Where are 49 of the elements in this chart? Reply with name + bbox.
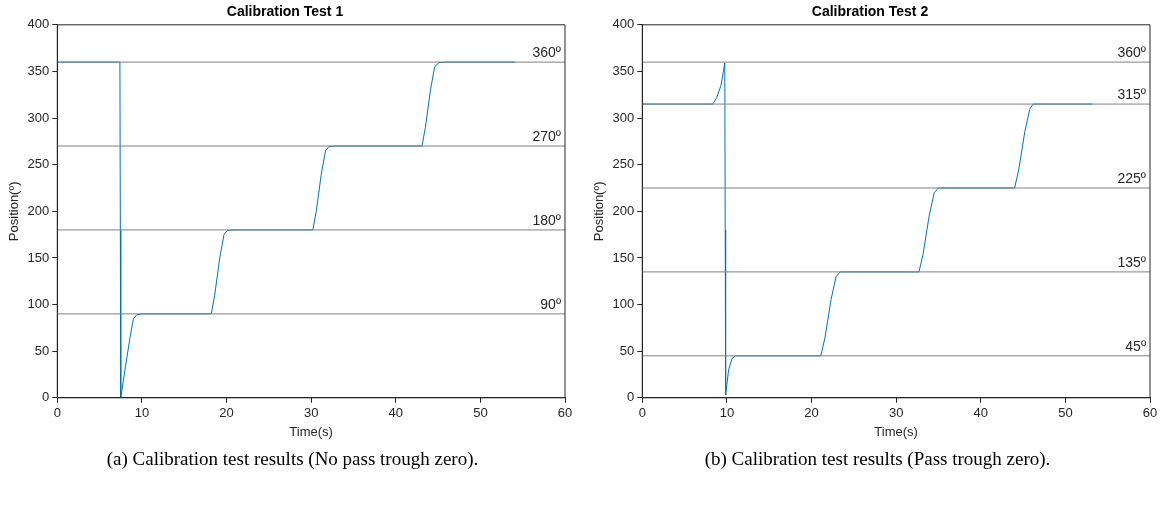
ref-line-label: 90º xyxy=(540,295,561,312)
chart-title: Calibration Test 2 xyxy=(811,3,929,20)
x-axis-title: Time(s) xyxy=(874,423,918,439)
y-tick-label: 200 xyxy=(612,202,635,218)
x-tick-label: 0 xyxy=(53,405,61,421)
y-tick-label: 0 xyxy=(42,389,50,405)
y-tick-label: 50 xyxy=(34,342,50,358)
y-tick-label: 100 xyxy=(27,296,50,312)
x-tick-label: 30 xyxy=(888,405,904,421)
x-tick-label: 20 xyxy=(219,405,234,421)
y-tick-label: 150 xyxy=(27,249,50,265)
y-axis-title: Position(º) xyxy=(591,181,607,242)
ref-line-label: 315º xyxy=(1117,85,1146,102)
text: (b) Calibration test results (Pass trough zero). xyxy=(703,448,1052,470)
y-tick-label: 250 xyxy=(612,156,635,172)
x-tick-label: 0 xyxy=(638,405,646,421)
y-tick-label: 250 xyxy=(27,156,50,172)
y-tick-label: 350 xyxy=(612,63,635,78)
y-tick-label: 0 xyxy=(627,389,635,405)
x-tick-label: 60 xyxy=(1142,405,1158,421)
y-tick-label: 400 xyxy=(27,16,50,32)
y-axis-title: Position(º) xyxy=(6,181,22,242)
x-tick-label: 10 xyxy=(134,405,150,421)
x-axis-title: Time(s) xyxy=(289,423,333,439)
ref-line-label: 360º xyxy=(1117,43,1146,60)
ref-line-label: 360º xyxy=(532,43,561,60)
y-tick-label: 200 xyxy=(27,202,50,218)
ref-line-label: 45º xyxy=(1125,337,1146,354)
ref-line-label: 225º xyxy=(1117,169,1146,186)
ref-line-label: 270º xyxy=(532,127,561,144)
y-tick-label: 50 xyxy=(619,342,635,358)
x-tick-label: 10 xyxy=(719,405,735,421)
text: (a) Calibration test results (No pass trough zero). xyxy=(105,448,480,470)
y-tick-label: 300 xyxy=(27,109,50,125)
ref-line-label: 135º xyxy=(1117,253,1146,270)
x-tick-label: 20 xyxy=(804,405,819,421)
x-tick-label: 60 xyxy=(557,405,573,421)
x-tick-label: 40 xyxy=(973,405,988,421)
x-tick-label: 50 xyxy=(473,405,488,421)
y-tick-label: 100 xyxy=(612,296,635,312)
ref-line-label: 180º xyxy=(532,211,561,228)
chart-title: Calibration Test 1 xyxy=(226,3,344,20)
y-tick-label: 400 xyxy=(612,16,635,32)
y-tick-label: 350 xyxy=(27,63,50,78)
y-tick-label: 300 xyxy=(612,109,635,125)
x-tick-label: 30 xyxy=(303,405,319,421)
x-tick-label: 40 xyxy=(388,405,403,421)
y-tick-label: 150 xyxy=(612,249,635,265)
x-tick-label: 50 xyxy=(1058,405,1073,421)
